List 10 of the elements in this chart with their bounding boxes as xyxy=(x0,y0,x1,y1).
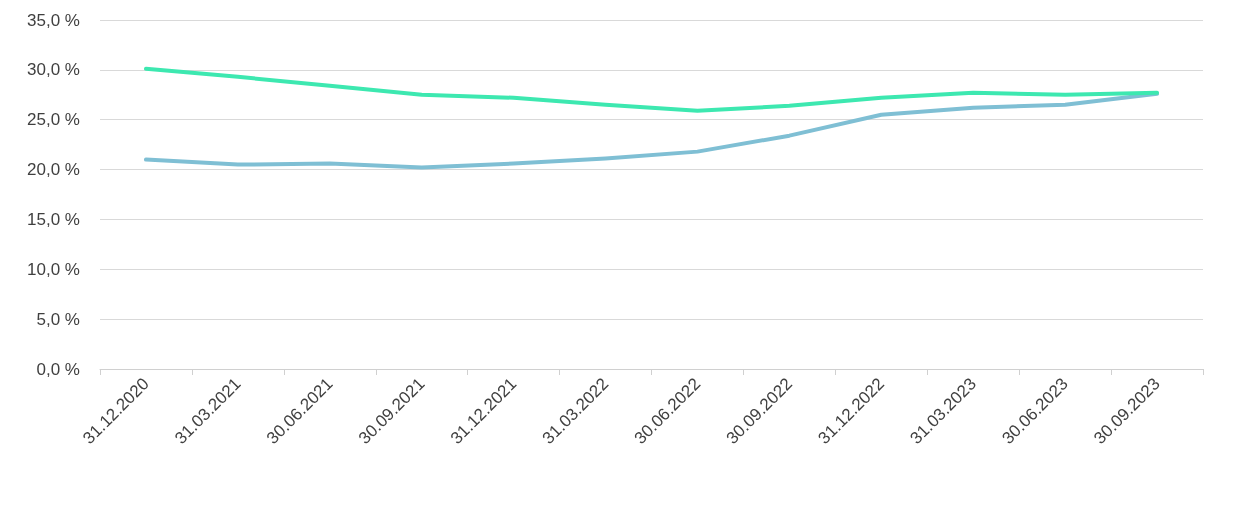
y-tick-label: 30,0 % xyxy=(27,60,80,80)
y-tick-label: 5,0 % xyxy=(36,309,80,329)
y-tick-label: 20,0 % xyxy=(27,160,80,180)
y-tick-label: 0,0 % xyxy=(36,359,80,379)
y-tick-label: 15,0 % xyxy=(27,209,80,229)
line-series xyxy=(143,91,1160,170)
y-tick-label: 10,0 % xyxy=(27,259,80,279)
y-tick-label: 35,0 % xyxy=(27,10,80,30)
y-tick-label: 25,0 % xyxy=(27,110,80,130)
line-series xyxy=(143,66,1160,113)
